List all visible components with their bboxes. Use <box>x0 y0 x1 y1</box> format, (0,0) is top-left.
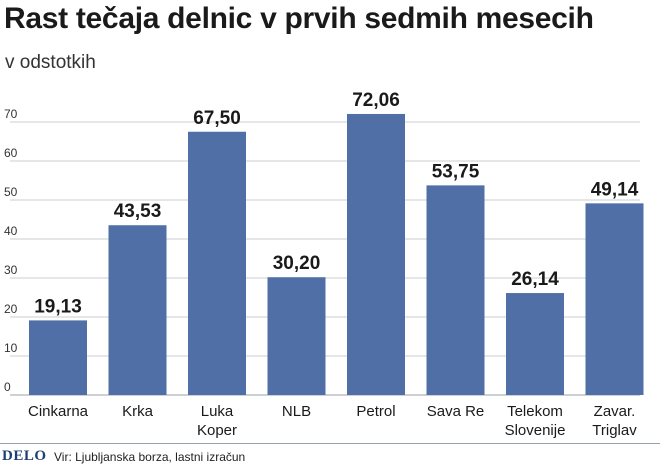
category-label: Koper <box>197 422 237 439</box>
value-label: 26,14 <box>511 269 559 290</box>
brand-logo: DELO <box>2 448 47 464</box>
y-tick-label: 40 <box>4 224 18 238</box>
footer: DELO Vir: Ljubljanska borza, lastni izra… <box>0 443 660 473</box>
category-label: Triglav <box>592 422 637 439</box>
value-label: 30,20 <box>273 253 321 274</box>
bar <box>267 277 326 395</box>
value-label: 43,53 <box>114 201 162 222</box>
bar <box>585 203 644 395</box>
category-label: Luka <box>201 403 234 420</box>
y-tick-label: 70 <box>4 107 18 121</box>
value-label: 72,06 <box>352 90 400 111</box>
y-tick-label: 50 <box>4 185 18 199</box>
bar <box>426 185 485 395</box>
category-label: Cinkarna <box>28 403 89 420</box>
category-label: Telekom <box>507 403 563 420</box>
chart-title: Rast tečaja delnic v prvih sedmih meseci… <box>4 2 594 35</box>
y-tick-label: 0 <box>4 380 11 394</box>
bar <box>188 131 246 395</box>
y-tick-label: 30 <box>4 263 18 277</box>
bar <box>29 320 87 395</box>
value-label: 67,50 <box>193 108 241 129</box>
y-tick-label: 60 <box>4 146 18 160</box>
y-tick-label: 10 <box>4 341 18 355</box>
chart-subtitle: v odstotkih <box>5 52 96 73</box>
y-tick-label: 20 <box>4 302 18 316</box>
bar <box>108 225 167 395</box>
value-label: 19,13 <box>34 296 82 317</box>
bar <box>347 113 405 395</box>
bar-chart: 0 10 20 30 40 50 60 70 19,13 Cinkarna 43,53 Krka 67,… <box>4 90 644 439</box>
bar <box>506 293 564 395</box>
value-label: 49,14 <box>591 179 639 200</box>
category-label: NLB <box>282 403 311 420</box>
source-note: Vir: Ljubljanska borza, lastni izračun <box>54 450 246 464</box>
category-label: Slovenije <box>505 422 566 439</box>
category-label: Krka <box>122 403 154 420</box>
category-label: Sava Re <box>427 403 485 420</box>
value-label: 53,75 <box>432 161 480 182</box>
category-label: Zavar. <box>594 403 636 420</box>
category-label: Petrol <box>356 403 395 420</box>
